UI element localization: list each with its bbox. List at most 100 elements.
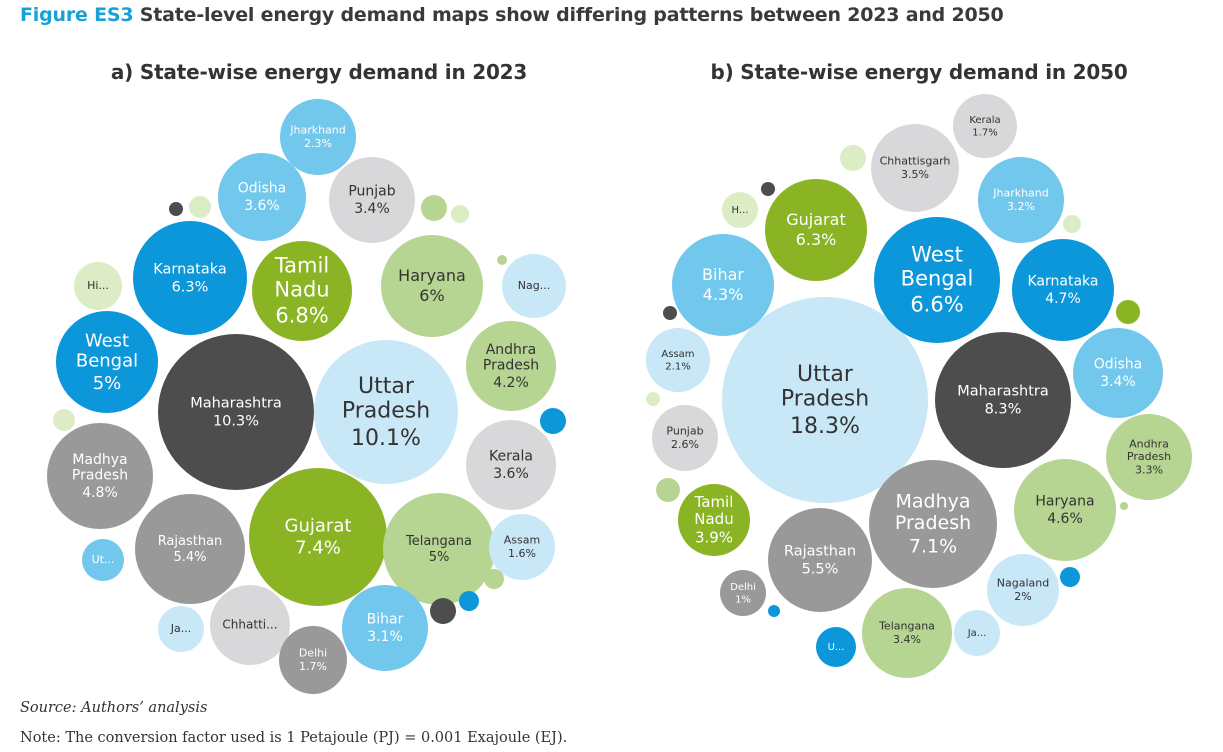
- bubble-value-odisha: 3.4%: [1100, 374, 1136, 390]
- bubble-value-tamil-nadu: 6.8%: [275, 303, 328, 327]
- bubble-unlabeled-25: [1063, 215, 1081, 233]
- bubble-value-west-bengal: 5%: [93, 373, 122, 394]
- bubble-value-madhya-pradesh: 4.8%: [82, 485, 118, 501]
- bubble-uttar-pradesh: [722, 297, 928, 503]
- bubble-label-madhya-pradesh-1: Madhya: [895, 491, 970, 513]
- bubble-unlabeled-28: [646, 392, 660, 406]
- bubble-label-assam: Assam: [661, 349, 694, 360]
- bubble-label-jammu-and-kashmir: Ja...: [967, 628, 987, 639]
- bubble-gujarat: [249, 468, 387, 606]
- bubble-value-maharashtra: 10.3%: [213, 414, 259, 430]
- bubble-label-jammu-and-kashmir: Ja...: [170, 622, 191, 635]
- bubble-unlabeled-28: [53, 409, 75, 431]
- bubble-value-chhattisgarh: 3.5%: [901, 168, 929, 181]
- bubble-assam: [489, 514, 555, 580]
- bubble-label-uttar-pradesh-2: Pradesh: [781, 387, 869, 412]
- bubble-value-andhra-pradesh: 3.3%: [1135, 463, 1163, 476]
- bubble-unlabeled-25: [421, 195, 447, 221]
- bubble-label-andhra-pradesh-1: Andhra: [486, 342, 537, 358]
- bubble-unlabeled-32: [1120, 502, 1128, 510]
- bubble-jharkhand: [978, 157, 1064, 243]
- bubble-telangana: [383, 493, 495, 605]
- bubble-value-maharashtra: 8.3%: [985, 402, 1022, 418]
- bubble-delhi: [720, 570, 766, 616]
- bubble-label-bihar: Bihar: [702, 265, 744, 284]
- bubble-value-haryana: 4.6%: [1047, 511, 1083, 527]
- bubble-label-west-bengal-1: West: [911, 243, 963, 267]
- bubble-label-kerala: Kerala: [969, 115, 1000, 126]
- bubble-andhra-pradesh: [1106, 414, 1192, 500]
- bubble-label-jharkhand: Jharkhand: [992, 187, 1049, 200]
- bubble-karnataka: [1012, 239, 1114, 341]
- bubble-punjab: [329, 157, 415, 243]
- bubble-value-uttar-pradesh: 18.3%: [790, 414, 860, 439]
- bubble-label-gujarat: Gujarat: [786, 210, 845, 229]
- bubble-karnataka: [133, 221, 247, 335]
- bubble-nagaland: [502, 254, 566, 318]
- bubble-unlabeled-31: [430, 598, 456, 624]
- bubble-label-maharashtra: Maharashtra: [190, 396, 282, 412]
- bubble-label-gujarat: Gujarat: [285, 515, 352, 536]
- bubble-label-odisha: Odisha: [238, 181, 287, 197]
- bubble-uttarakhand: [816, 627, 856, 667]
- bubble-madhya-pradesh: [47, 423, 153, 529]
- bubble-unlabeled-30: [1060, 567, 1080, 587]
- bubble-value-nagaland: 2%: [1014, 590, 1031, 603]
- bubble-unlabeled-24: [761, 182, 775, 196]
- bubble-unlabeled-27: [663, 306, 677, 320]
- bubble-chhattisgarh: [871, 124, 959, 212]
- bubble-label-himachal-pradesh: H...: [732, 205, 749, 216]
- conversion-note: Note: The conversion factor used is 1 Pe…: [20, 730, 568, 746]
- bubble-label-chhattisgarh: Chhatti...: [222, 618, 277, 632]
- bubble-value-gujarat: 6.3%: [796, 230, 837, 249]
- bubble-value-kerala: 3.6%: [493, 466, 529, 482]
- panel-a-title: a) State-wise energy demand in 2023: [110, 60, 528, 84]
- bubble-value-odisha: 3.6%: [244, 198, 280, 214]
- bubble-rajasthan: [768, 508, 872, 612]
- bubble-uttar-pradesh: [314, 340, 458, 484]
- bubble-value-jharkhand: 2.3%: [304, 137, 332, 150]
- figure-label: Figure ES3: [20, 4, 134, 26]
- source-note: Source: Authors’ analysis: [20, 700, 208, 716]
- bubble-label-uttarakhand: U...: [828, 642, 845, 653]
- figure-title: Figure ES3 State-level energy demand map…: [20, 4, 1004, 26]
- bubble-gujarat: [765, 179, 867, 281]
- bubble-jharkhand: [280, 99, 356, 175]
- bubble-himachal-pradesh: [722, 192, 758, 228]
- bubble-unlabeled-27: [497, 255, 507, 265]
- bubble-label-jharkhand: Jharkhand: [289, 124, 346, 137]
- bubble-nagaland: [987, 554, 1059, 626]
- bubble-value-bihar: 3.1%: [367, 629, 403, 645]
- bubble-delhi: [279, 626, 347, 694]
- bubble-label-odisha: Odisha: [1094, 357, 1143, 373]
- bubble-west-bengal: [874, 217, 1000, 343]
- bubble-value-assam: 1.6%: [508, 547, 536, 560]
- bubble-value-haryana: 6%: [419, 286, 444, 305]
- bubble-label-delhi: Delhi: [730, 582, 756, 593]
- bubble-andhra-pradesh: [466, 321, 556, 411]
- bubble-madhya-pradesh: [869, 460, 997, 588]
- bubble-label-uttar-pradesh-1: Uttar: [358, 374, 415, 399]
- bubble-label-karnataka: Karnataka: [153, 262, 227, 278]
- bubble-label-rajasthan: Rajasthan: [158, 534, 223, 549]
- bubble-value-delhi: 1.7%: [299, 660, 327, 673]
- bubble-west-bengal: [56, 311, 158, 413]
- bubble-label-karnataka: Karnataka: [1028, 274, 1099, 290]
- bubble-value-punjab: 2.6%: [671, 438, 699, 451]
- bubble-unlabeled-31: [768, 605, 780, 617]
- bubble-label-madhya-pradesh-1: Madhya: [72, 452, 127, 468]
- bubble-label-punjab: Punjab: [666, 425, 703, 438]
- bubble-unlabeled-29: [656, 478, 680, 502]
- bubble-label-delhi: Delhi: [299, 647, 327, 660]
- bubble-label-uttar-pradesh-2: Pradesh: [342, 399, 430, 424]
- bubble-label-west-bengal-2: Bengal: [76, 351, 138, 372]
- bubble-label-chhattisgarh: Chhattisgarh: [880, 155, 951, 168]
- bubble-label-uttarakhand: Ut...: [92, 553, 115, 566]
- bubble-bihar: [672, 234, 774, 336]
- bubble-haryana: [381, 235, 483, 337]
- bubble-unlabeled-23: [840, 145, 866, 171]
- bubble-odisha: [218, 153, 306, 241]
- bubble-uttarakhand: [82, 539, 124, 581]
- bubble-label-madhya-pradesh-2: Pradesh: [895, 512, 971, 534]
- bubble-value-karnataka: 6.3%: [172, 280, 209, 296]
